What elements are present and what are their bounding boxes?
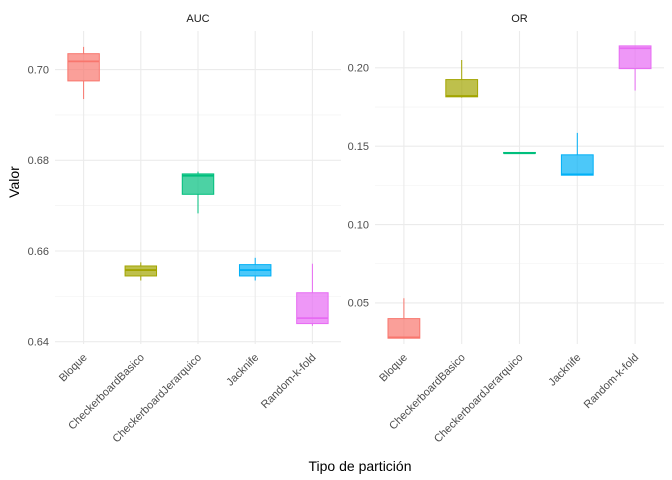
box-iqr	[124, 265, 158, 277]
x-tick-label: Jacknife	[546, 352, 583, 389]
box-or-jacknife	[560, 132, 594, 176]
box-iqr	[387, 318, 421, 339]
box-iqr	[67, 53, 100, 82]
box-or-checkerboardjerarquico	[503, 151, 536, 155]
y-tick-label: 0.64	[28, 337, 49, 349]
box-auc-checkerboardjerarquico	[181, 171, 215, 214]
y-axis-label: Valor	[6, 166, 22, 198]
box-iqr	[445, 79, 479, 98]
box-or-checkerboardbasico	[445, 59, 479, 98]
box-iqr	[560, 154, 594, 176]
box-iqr	[181, 173, 215, 195]
x-tick-label: Bloque	[377, 352, 410, 385]
x-tick-label: Bloque	[57, 352, 90, 385]
y-tick-label: 0.05	[348, 298, 369, 310]
x-axis-label: Tipo de partición	[309, 458, 412, 474]
facets: AUC0.640.660.680.70BloqueCheckerboardBas…	[28, 13, 664, 445]
y-tick-label: 0.68	[28, 155, 49, 167]
y-tick-label: 0.66	[28, 246, 49, 258]
x-tick-label: Random-k-fold	[259, 352, 318, 411]
box-auc-bloque	[67, 46, 100, 100]
x-tick-label: Random-k-fold	[582, 352, 641, 411]
box-or-random-k-fold	[618, 45, 652, 91]
y-tick-label: 0.20	[348, 63, 369, 75]
facet-auc: AUC0.640.660.680.70BloqueCheckerboardBas…	[28, 13, 341, 445]
y-tick-label: 0.10	[348, 219, 369, 231]
facet-title-or: OR	[511, 13, 528, 25]
box-or-bloque	[387, 298, 421, 339]
facet-title-auc: AUC	[186, 13, 209, 25]
y-tick-label: 0.70	[28, 64, 49, 76]
box-iqr	[618, 45, 652, 70]
box-auc-random-k-fold	[296, 263, 329, 326]
facet-or: OR0.050.100.150.20BloqueCheckerboardBasi…	[348, 13, 664, 445]
x-tick-label: Jacknife	[224, 352, 261, 389]
box-auc-checkerboardbasico	[124, 262, 158, 281]
y-tick-label: 0.15	[348, 141, 369, 153]
box-auc-jacknife	[238, 257, 272, 281]
